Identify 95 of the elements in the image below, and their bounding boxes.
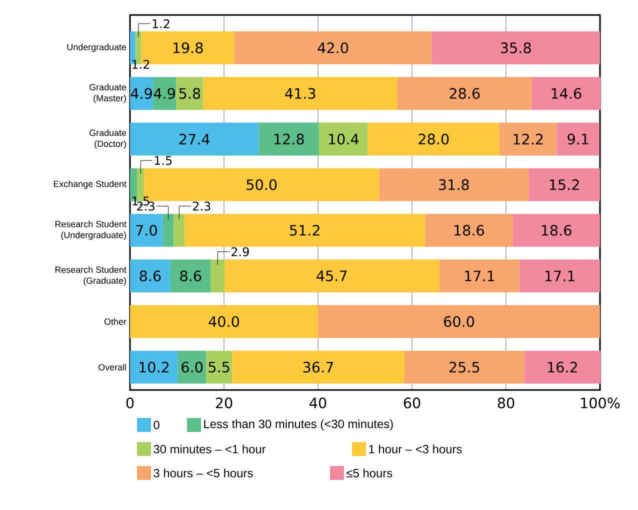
bar [234, 31, 432, 64]
data-label: 7.0 [136, 224, 157, 236]
data-label: 31.8 [438, 179, 469, 190]
bar [532, 77, 600, 110]
data-label: 17.1 [465, 270, 494, 282]
data-label: 28.0 [418, 134, 449, 144]
x-tick-label: 40 [310, 398, 326, 408]
data-label: 27.4 [179, 134, 210, 144]
data-label: 25.5 [449, 362, 480, 373]
y-tick-label: Undergraduate [67, 44, 126, 52]
data-label: 19.8 [173, 42, 203, 54]
bar [184, 214, 426, 247]
data-label: 5.5 [208, 362, 230, 373]
bar [206, 350, 232, 384]
bar [318, 305, 600, 338]
bar [176, 77, 204, 110]
data-label: 4.9 [130, 88, 152, 99]
legend-label: 1 hour – <3 hours [369, 444, 462, 454]
data-label: 42.0 [318, 42, 348, 54]
bar [439, 260, 520, 292]
bar [404, 350, 524, 384]
data-label: 35.8 [501, 42, 531, 54]
y-tick-label: Research Student (Undergraduate) [55, 220, 126, 240]
bar [397, 77, 532, 110]
bar [203, 77, 398, 110]
data-label: 60.0 [444, 316, 474, 327]
bar [224, 260, 440, 292]
data-label: 50.0 [246, 179, 277, 190]
x-tick-label: 0 [126, 398, 134, 408]
bar [130, 214, 163, 247]
bar [130, 122, 259, 156]
bar [232, 350, 404, 384]
data-label: 1.2 [152, 19, 170, 28]
bar [368, 122, 500, 156]
legend-label: 30 minutes – <1 hour [154, 444, 266, 454]
bar [512, 214, 600, 247]
data-label: 16.2 [548, 362, 577, 373]
data-label: 18.6 [542, 224, 572, 236]
data-label: 17.1 [545, 270, 574, 282]
y-tick-label: Research Student (Graduate) [55, 266, 126, 286]
data-label: 51.2 [290, 224, 320, 236]
x-tick-label: 100% [581, 398, 620, 408]
y-tick-label: Exchange Student [54, 180, 126, 189]
bar [556, 122, 600, 156]
bar [162, 214, 174, 247]
bar [210, 260, 224, 292]
bar [130, 77, 154, 110]
data-label: 10.4 [328, 134, 359, 144]
bar [174, 214, 185, 247]
bar [528, 168, 600, 202]
y-tick-label: Other [104, 318, 126, 325]
bar [499, 122, 557, 156]
data-label: 15.2 [550, 179, 579, 190]
data-label: 14.6 [552, 88, 582, 99]
data-label: 8.6 [140, 270, 161, 282]
y-tick-label: Graduate (Master) [90, 84, 126, 104]
bar [318, 122, 368, 156]
bar [524, 350, 600, 384]
x-tick-label: 20 [216, 398, 232, 408]
y-tick-label: Overall [98, 364, 126, 370]
x-tick-label: 80 [498, 398, 514, 408]
legend-label: 0 [154, 420, 160, 430]
data-label: 18.6 [454, 224, 484, 236]
legend-label: ≤5 hours [346, 468, 392, 478]
data-label: 12.8 [274, 134, 304, 144]
data-label: 45.7 [316, 270, 347, 282]
bar [170, 260, 211, 292]
data-label: 36.7 [303, 362, 333, 373]
data-label: 28.6 [450, 88, 480, 99]
bar [425, 214, 513, 247]
data-label: 8.6 [180, 270, 202, 282]
data-label: 1.5 [154, 156, 172, 165]
data-label: 5.8 [179, 88, 200, 99]
data-label: 6.0 [182, 362, 202, 373]
data-label: 2.3 [192, 202, 210, 211]
bar [130, 350, 178, 384]
bar [379, 168, 529, 202]
legend-label: Less than 30 minutes (<30 minutes) [204, 419, 393, 431]
bar [130, 260, 170, 292]
bar [130, 305, 318, 338]
bar [432, 31, 600, 64]
bar [520, 260, 600, 292]
y-tick-label: Graduate (Doctor) [90, 129, 126, 149]
data-label: 10.2 [140, 362, 169, 373]
data-label: 9.1 [568, 134, 588, 144]
data-label: 12.2 [514, 134, 543, 144]
data-label: 41.3 [285, 88, 316, 99]
data-label: 2.9 [232, 247, 249, 256]
data-label: 40.0 [208, 316, 240, 327]
bar [153, 77, 176, 110]
x-tick-label: 60 [404, 398, 420, 408]
legend-label: 3 hours – <5 hours [154, 468, 253, 478]
bar [178, 350, 206, 384]
bar [258, 122, 319, 156]
data-label: 4.9 [154, 88, 175, 99]
